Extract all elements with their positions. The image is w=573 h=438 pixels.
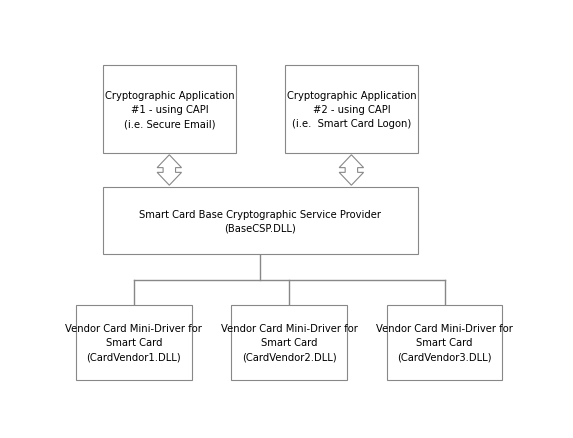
FancyBboxPatch shape — [387, 306, 503, 380]
FancyBboxPatch shape — [103, 187, 418, 255]
Text: Smart Card Base Cryptographic Service Provider
(BaseCSP.DLL): Smart Card Base Cryptographic Service Pr… — [139, 209, 382, 233]
FancyBboxPatch shape — [285, 66, 418, 154]
Text: Cryptographic Application
#1 - using CAPI
(i.e. Secure Email): Cryptographic Application #1 - using CAP… — [104, 91, 234, 129]
Text: Vendor Card Mini-Driver for
Smart Card
(CardVendor2.DLL): Vendor Card Mini-Driver for Smart Card (… — [221, 324, 358, 361]
FancyBboxPatch shape — [103, 66, 236, 154]
Polygon shape — [157, 155, 182, 186]
Text: Cryptographic Application
#2 - using CAPI
(i.e.  Smart Card Logon): Cryptographic Application #2 - using CAP… — [286, 91, 416, 129]
Polygon shape — [339, 155, 364, 186]
FancyBboxPatch shape — [231, 306, 347, 380]
Text: Vendor Card Mini-Driver for
Smart Card
(CardVendor3.DLL): Vendor Card Mini-Driver for Smart Card (… — [376, 324, 513, 361]
Text: Vendor Card Mini-Driver for
Smart Card
(CardVendor1.DLL): Vendor Card Mini-Driver for Smart Card (… — [65, 324, 202, 361]
FancyBboxPatch shape — [76, 306, 191, 380]
